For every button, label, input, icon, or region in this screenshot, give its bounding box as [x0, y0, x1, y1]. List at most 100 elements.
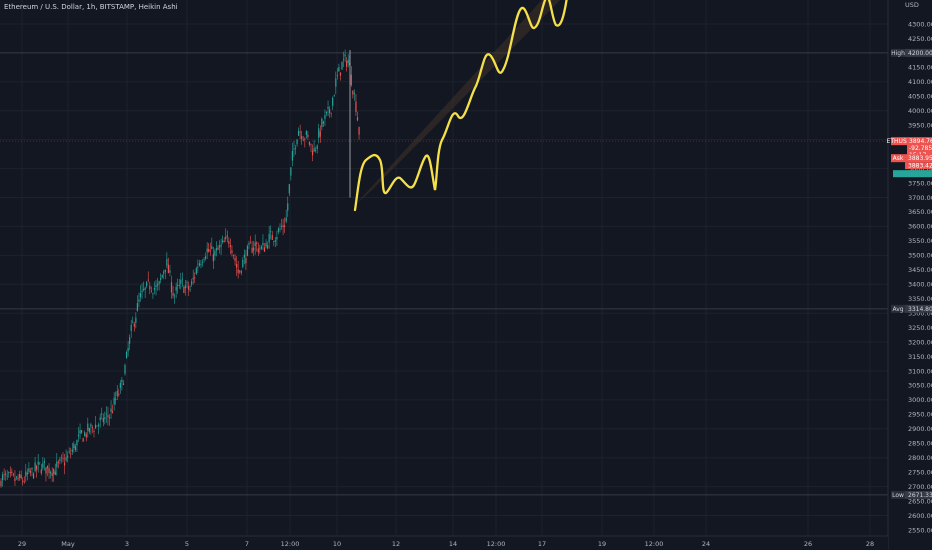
time-tick-label: May: [61, 540, 75, 548]
candle-body: [101, 413, 103, 415]
candle-body: [308, 141, 311, 145]
candle-body: [183, 286, 185, 293]
candle-body: [187, 286, 190, 290]
candle-body: [170, 282, 173, 293]
candle-body: [90, 424, 92, 427]
candle-body: [96, 425, 98, 427]
candle-body: [240, 270, 242, 274]
candle-body: [124, 365, 126, 374]
candle-body: [232, 255, 235, 257]
candle-body: [277, 228, 280, 232]
candle-body: [23, 481, 25, 483]
candle-body: [112, 411, 114, 413]
last-price-bg: [907, 137, 932, 160]
candle-body: [73, 443, 75, 449]
candle-body: [338, 66, 340, 72]
candle-body: [167, 264, 169, 274]
candle-body: [79, 430, 81, 434]
candle-body: [302, 139, 304, 141]
candle-body: [285, 217, 287, 222]
price-tick-label: 3950.00: [908, 122, 932, 130]
price-tick-label: 2600.00: [908, 512, 932, 520]
price-tick-label: 2550.00: [908, 526, 932, 534]
candle-body: [214, 250, 216, 256]
candle-body: [40, 469, 42, 474]
candle-body: [191, 281, 193, 285]
time-tick-label: 12: [392, 540, 400, 548]
avg-marker-label: Avg: [892, 306, 903, 313]
candle-body: [94, 424, 97, 429]
candle-body: [12, 474, 14, 475]
candle-body: [98, 424, 100, 427]
candle-body: [280, 226, 283, 228]
candle-body: [43, 461, 45, 463]
price-tick-label: 3450.00: [908, 266, 932, 274]
candle-body: [37, 461, 39, 465]
candle-body: [246, 246, 249, 256]
candle-body: [296, 139, 298, 145]
candle-body: [118, 393, 120, 395]
candle-body: [197, 267, 199, 268]
candle-body: [293, 148, 295, 150]
candle-body: [313, 148, 315, 152]
candle-body: [212, 254, 214, 262]
candle-body: [218, 245, 221, 248]
candle-body: [36, 465, 38, 470]
candle-body: [237, 269, 239, 273]
candle-body: [311, 150, 314, 156]
candle-body: [271, 235, 273, 240]
candle-body: [150, 290, 152, 292]
symbol-tag-bg: [891, 137, 907, 146]
price-tick-label: 3700.00: [908, 194, 932, 202]
candle-body: [63, 462, 66, 466]
candle-body: [282, 225, 284, 228]
price-tags: High 4200.00 Avg 3314.80 Low 2671.33 ETHUSD389…: [887, 48, 932, 499]
candle-body: [215, 248, 218, 251]
low-marker: Low 2671.33: [891, 490, 932, 499]
projection-drawing[interactable]: [353, 0, 570, 212]
candle-body: [5, 473, 7, 475]
candle-body: [166, 258, 168, 266]
candle-body: [318, 128, 320, 138]
price-tick-label: 3200.00: [908, 338, 932, 346]
low-marker-label: Low: [892, 492, 904, 499]
candle-body: [181, 279, 183, 281]
ask-label: Ask: [893, 155, 904, 162]
candle-body: [322, 121, 324, 124]
candle-body: [161, 274, 163, 278]
candle-body: [152, 293, 154, 295]
avg-marker-value: 3314.80: [908, 306, 932, 313]
candle-body: [149, 285, 151, 290]
candle-body: [184, 285, 187, 289]
projection-path: [353, 0, 568, 212]
candle-body: [225, 236, 227, 240]
candle-body: [259, 248, 261, 250]
candle-body: [68, 451, 70, 453]
price-axis[interactable]: USD 2550.00 2600.00 2650.00 2700.00 2750.00 28…: [887, 0, 932, 550]
price-tick-label: 3300.00: [908, 309, 932, 317]
avg-marker: Avg 3314.80: [891, 304, 932, 313]
last-price: 3894.76: [909, 138, 932, 145]
candle-body: [122, 383, 125, 385]
candle-body: [194, 277, 196, 279]
candle-body: [352, 90, 354, 95]
low-marker-value-bg: [905, 490, 932, 499]
price-tick-label: 3600.00: [908, 223, 932, 231]
candle-body: [298, 130, 300, 136]
candles: [0, 49, 360, 488]
candle-body: [31, 468, 33, 470]
candle-body: [116, 390, 118, 397]
candle-body: [0, 480, 2, 487]
candle-body: [115, 399, 117, 401]
candle-body: [129, 337, 131, 344]
candle-body: [105, 413, 107, 415]
candle-body: [146, 281, 148, 287]
candle-body: [34, 462, 36, 472]
candle-body: [315, 149, 317, 151]
candle-body: [108, 416, 111, 419]
candle-body: [257, 248, 259, 253]
candle-body: [155, 285, 157, 287]
candle-body: [51, 473, 53, 476]
time-axis[interactable]: 29 May 3 5 7 12:00 10 12 14 12:00 17 19 12:00 24 26 28: [0, 535, 888, 550]
